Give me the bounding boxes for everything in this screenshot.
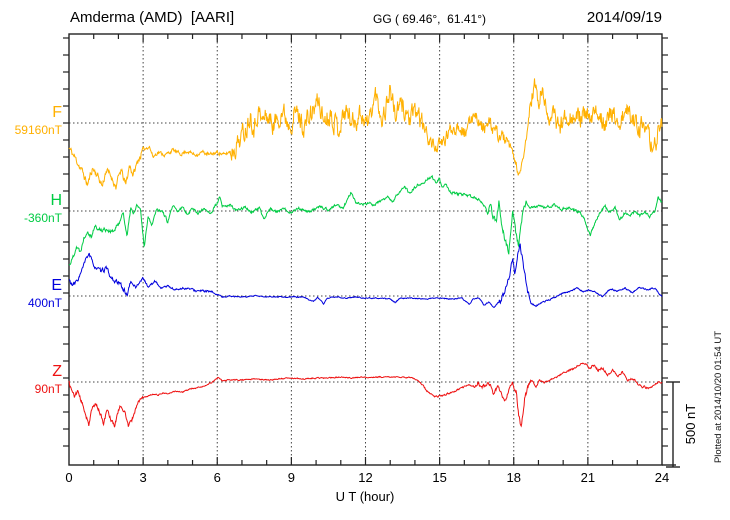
series-letter-F: F — [52, 104, 62, 121]
series-label-E: E 400nT — [0, 277, 62, 310]
series-letter-E: E — [51, 277, 62, 294]
x-tick-label-24: 24 — [654, 470, 670, 485]
trace-E — [69, 243, 663, 309]
series-label-F: F 59160nT — [0, 104, 62, 137]
x-tick-label-3: 3 — [139, 470, 147, 485]
x-tick-label-0: 0 — [65, 470, 73, 485]
geographic-coordinates: GG ( 69.46°, 61.41°) — [373, 12, 486, 26]
series-baseline-value-Z: 90nT — [34, 382, 62, 396]
series-letter-H: H — [50, 192, 62, 209]
x-tick-label-15: 15 — [432, 470, 447, 485]
series-label-H: H -360nT — [0, 192, 62, 225]
plot-border — [68, 33, 663, 466]
x-tick-label-9: 9 — [287, 470, 295, 485]
trace-Z — [68, 362, 663, 428]
x-tick-label-12: 12 — [358, 470, 373, 485]
plotted-at-timestamp: Plotted at 2014/10/20 01:54 UT — [713, 330, 724, 464]
station-title: Amderma (AMD) [AARI] — [70, 9, 235, 26]
series-baseline-value-F: 59160nT — [14, 123, 62, 137]
x-axis-title: U T (hour) — [335, 489, 395, 504]
series-letter-Z: Z — [52, 363, 62, 380]
plot-date: 2014/09/19 — [586, 9, 662, 26]
scale-bar-label: 500 nT — [683, 403, 698, 445]
series-baseline-value-H: -360nT — [23, 211, 62, 225]
x-tick-label-6: 6 — [213, 470, 221, 485]
trace-F — [68, 78, 663, 190]
trace-H — [68, 174, 663, 266]
series-baseline-value-E: 400nT — [27, 296, 62, 310]
series-label-Z: Z 90nT — [0, 363, 62, 396]
x-tick-label-21: 21 — [580, 470, 596, 485]
x-tick-label-18: 18 — [506, 470, 521, 485]
